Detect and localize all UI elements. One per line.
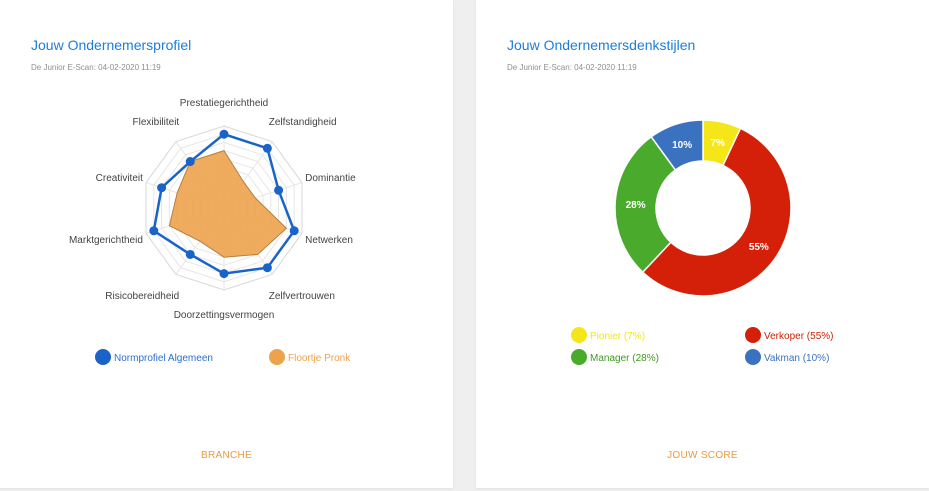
axis-label: Prestatiegerichtheid — [180, 98, 268, 109]
slice-manager — [614, 135, 677, 274]
series-point — [262, 263, 272, 273]
legend-marker — [571, 349, 587, 365]
card-subtitle: De Junior E-Scan: 04-02-2020 11:19 — [31, 63, 161, 72]
axis-label: Zelfstandigheid — [269, 117, 337, 128]
series-point — [157, 183, 167, 193]
axis-label: Netwerken — [305, 235, 353, 246]
series-point — [219, 129, 229, 139]
axis-label: Dominantie — [305, 173, 356, 184]
legend-label: Normprofiel Algemeen — [114, 353, 213, 364]
series-point — [219, 269, 229, 279]
series-point — [149, 226, 159, 236]
profile-card: Jouw Ondernemersprofiel De Junior E-Scan… — [0, 0, 453, 488]
card-title: Jouw Ondernemersprofiel — [31, 37, 192, 53]
legend-label: Floortje Pronk — [288, 353, 351, 364]
donut-chart: 7% 55% 28% 10% Pionier (7%) Verkoper (55%) Man… — [571, 119, 833, 365]
axis-label: Marktgerichtheid — [69, 235, 143, 246]
legend-label: Manager (28%) — [590, 353, 659, 364]
legend-marker — [745, 327, 761, 343]
slice-label: 55% — [749, 242, 769, 253]
axis-label: Flexibiliteit — [133, 117, 180, 128]
legend-label: Pionier (7%) — [590, 331, 645, 342]
series-point — [262, 143, 272, 153]
legend-marker — [745, 349, 761, 365]
series-point — [185, 157, 195, 167]
series-point — [274, 185, 284, 195]
axis-label: Creativiteit — [96, 173, 143, 184]
legend-marker — [269, 349, 285, 365]
axis-label: Risicobereidheid — [105, 291, 179, 302]
series-point — [289, 226, 299, 236]
slice-label: 28% — [626, 200, 646, 211]
card-subtitle: De Junior E-Scan: 04-02-2020 11:19 — [507, 63, 637, 72]
slice-label: 7% — [710, 138, 725, 149]
legend-label: Vakman (10%) — [764, 353, 829, 364]
slice-label: 10% — [672, 140, 692, 151]
card-title: Jouw Ondernemersdenkstijlen — [507, 37, 696, 53]
legend-label: Verkoper (55%) — [764, 331, 833, 342]
card-footer[interactable]: BRANCHE — [201, 450, 252, 461]
thinking-styles-card: Jouw Ondernemersdenkstijlen De Junior E-… — [476, 0, 929, 488]
slice-verkoper — [641, 127, 792, 297]
series-point — [185, 249, 195, 259]
slice-vakman — [650, 119, 704, 172]
axis-label: Zelfvertrouwen — [269, 291, 335, 302]
series-area-floortje-pronk — [168, 150, 288, 258]
card-footer[interactable]: JOUW SCORE — [667, 450, 738, 461]
axis-label: Doorzettingsvermogen — [174, 310, 275, 321]
legend-marker — [571, 327, 587, 343]
legend-marker — [95, 349, 111, 365]
